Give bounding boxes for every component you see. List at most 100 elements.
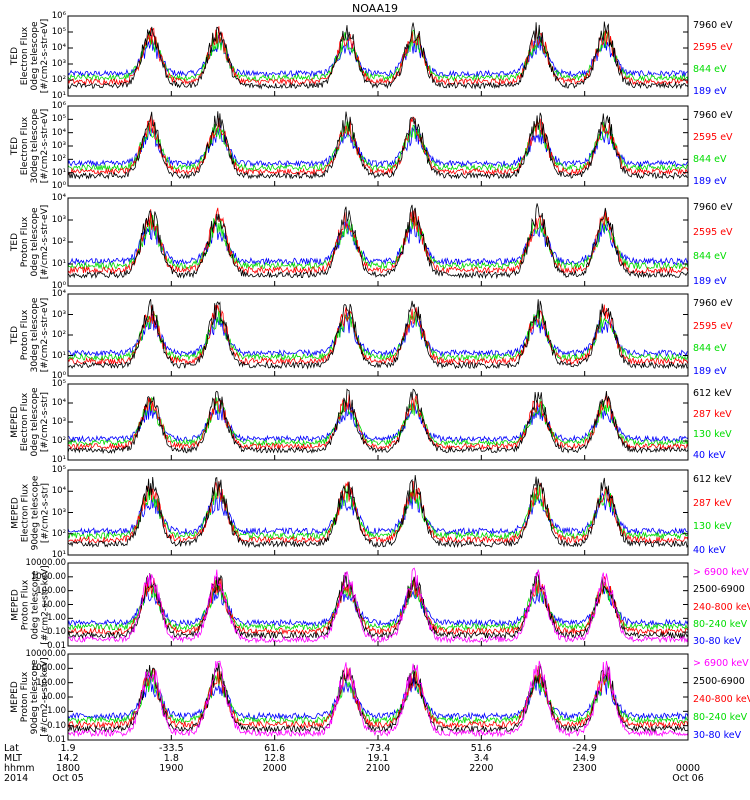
x-axis-hhmm: 2100 bbox=[365, 763, 391, 774]
y-tick-label: 10⁴ bbox=[51, 43, 66, 53]
x-row-label: Lat bbox=[4, 743, 19, 754]
legend-entry: 7960 eV bbox=[693, 202, 733, 213]
series-meped-p-0-blue bbox=[67, 585, 689, 628]
y-tick-label: 10² bbox=[51, 330, 66, 340]
legend-entry: 7960 eV bbox=[693, 20, 733, 31]
series-meped-e-90-red bbox=[67, 480, 689, 544]
legend-entry: 2500-6900 bbox=[693, 676, 745, 687]
y-axis-label-line: 0deg telescope bbox=[30, 21, 40, 91]
legend-entry: 612 keV bbox=[693, 474, 732, 485]
x-axis-mlt: 14.9 bbox=[574, 753, 596, 764]
y-axis-label: MEPED Electron Flux 90deg telescope [#/cm2-… bbox=[10, 470, 50, 555]
x-axis-mlt: 3.4 bbox=[473, 753, 489, 764]
y-axis-label-line: [#/cm2-s-str] bbox=[40, 391, 50, 453]
y-axis-label-line: 0deg telescope bbox=[30, 387, 40, 457]
y-axis-label-line: TED bbox=[10, 136, 20, 156]
y-tick-label: 10³ bbox=[51, 59, 66, 69]
legend-entry: 2595 eV bbox=[693, 227, 733, 238]
series-ted-e-30-red bbox=[67, 115, 689, 176]
y-tick-label: 10³ bbox=[51, 309, 66, 320]
x-axis-date: Oct 06 bbox=[672, 773, 704, 784]
y-tick-label: 10⁶ bbox=[51, 101, 66, 111]
legend-entry: 189 eV bbox=[693, 176, 727, 187]
legend-entry: 30-80 keV bbox=[693, 730, 742, 741]
x-axis-date: Oct 05 bbox=[52, 773, 84, 784]
series-ted-p-0-green bbox=[67, 214, 689, 271]
y-tick-label: 10⁵ bbox=[51, 27, 66, 37]
y-tick-label: 10² bbox=[51, 75, 66, 85]
x-axis-lat: 61.6 bbox=[264, 743, 286, 754]
y-axis-label-line: [#/cm2-s-str-keV] bbox=[40, 564, 50, 645]
y-tick-label: 10⁰ bbox=[51, 181, 66, 191]
x-axis-lat: -24.9 bbox=[572, 743, 597, 754]
y-tick-label: 10⁵ bbox=[51, 379, 66, 389]
y-axis-label: TED Electron Flux 0deg telescope [#/cm2-s-s… bbox=[10, 16, 50, 96]
panel-meped-p-90 bbox=[67, 653, 689, 741]
y-tick-label: 1.00 bbox=[47, 613, 66, 624]
x-axis-hhmm: 1900 bbox=[159, 763, 184, 774]
panel-ted-p-0 bbox=[67, 197, 689, 287]
legend-entry: 612 keV bbox=[693, 388, 732, 399]
legend-entry: 844 eV bbox=[693, 343, 727, 354]
x-axis-mlt: 14.2 bbox=[57, 753, 79, 764]
y-axis-label-line: MEPED bbox=[10, 496, 20, 529]
series-ted-p-30-green bbox=[67, 308, 689, 362]
y-tick-label: 10³ bbox=[51, 507, 66, 518]
y-axis-label: MEPED Proton Flux 90deg telescope [#/cm2-s-… bbox=[10, 654, 50, 740]
x-axis-mlt: 19.1 bbox=[367, 753, 389, 764]
series-meped-e-0-black bbox=[67, 388, 689, 455]
legend-entry: 844 eV bbox=[693, 154, 727, 165]
series-meped-p-90-red bbox=[67, 666, 689, 730]
y-tick-label: 10¹ bbox=[51, 91, 66, 101]
y-axis-label-line: [#/cm2-s-str-eV] bbox=[40, 18, 50, 94]
y-tick-label: 10¹ bbox=[51, 259, 66, 269]
legend-entry: 2500-6900 bbox=[693, 584, 745, 595]
legend-entry: 7960 eV bbox=[693, 298, 733, 309]
x-row-label: MLT bbox=[4, 753, 22, 764]
panel-ted-p-30 bbox=[67, 293, 689, 377]
y-axis-label-line: 30deg telescope bbox=[30, 108, 40, 184]
x-axis-hhmm: 2000 bbox=[262, 763, 287, 774]
legend-entry: 2595 eV bbox=[693, 132, 733, 143]
y-axis-label-line: Proton Flux bbox=[20, 671, 30, 723]
legend-entry: 844 eV bbox=[693, 251, 727, 262]
series-meped-p-0-magenta bbox=[67, 567, 689, 644]
series-ted-e-30-black bbox=[67, 111, 689, 180]
y-tick-label: 0.01 bbox=[47, 735, 66, 745]
legend-entry: 189 eV bbox=[693, 86, 727, 97]
legend-entry: 130 keV bbox=[693, 429, 732, 440]
y-tick-label: 10000.00 bbox=[25, 649, 66, 659]
x-axis-hhmm: 2200 bbox=[469, 763, 494, 774]
series-meped-p-90-blue bbox=[67, 673, 689, 721]
y-axis-label-line: [#/cm2-s-str-eV] bbox=[40, 297, 50, 373]
legend-entry: 40 keV bbox=[693, 450, 726, 461]
y-tick-label: 1000.00 bbox=[30, 663, 66, 674]
y-tick-label: 10⁶ bbox=[51, 11, 66, 21]
series-meped-p-90-magenta bbox=[67, 660, 689, 738]
y-axis-label-line: TED bbox=[10, 325, 20, 345]
y-axis-label-line: Electron Flux bbox=[20, 392, 30, 452]
y-axis-label-line: 0deg telescope bbox=[30, 569, 40, 640]
y-axis-label-line: Electron Flux bbox=[20, 26, 30, 86]
y-axis-label-line: Electron Flux bbox=[20, 483, 30, 542]
y-axis-label-line: Electron Flux bbox=[20, 116, 30, 176]
legend-entry: 240-800 keV bbox=[693, 602, 750, 613]
panel-meped-e-90 bbox=[67, 469, 689, 556]
x-axis-mlt: 1.8 bbox=[163, 753, 179, 764]
x-axis-lat: 51.6 bbox=[470, 743, 492, 754]
x-axis-hhmm: 0000 bbox=[675, 763, 701, 774]
legend-entry: 40 keV bbox=[693, 545, 726, 556]
y-axis-label-line: 90deg telescope bbox=[30, 475, 40, 550]
y-axis-label-line: [#/cm2-s-str-keV] bbox=[40, 657, 50, 737]
y-tick-label: 100.00 bbox=[36, 585, 66, 596]
x-axis-hhmm: 1800 bbox=[55, 763, 81, 774]
y-axis-label-line: [#/cm2-s-str-eV] bbox=[40, 108, 50, 184]
y-axis-label-line: MEPED bbox=[10, 681, 20, 713]
panel-meped-e-0 bbox=[67, 383, 689, 461]
y-tick-label: 1.00 bbox=[47, 706, 66, 717]
y-axis-label-line: Proton Flux bbox=[20, 579, 30, 630]
series-meped-e-90-black bbox=[67, 475, 689, 549]
y-axis-label-line: TED bbox=[10, 46, 20, 66]
y-tick-label: 10⁵ bbox=[51, 465, 66, 475]
